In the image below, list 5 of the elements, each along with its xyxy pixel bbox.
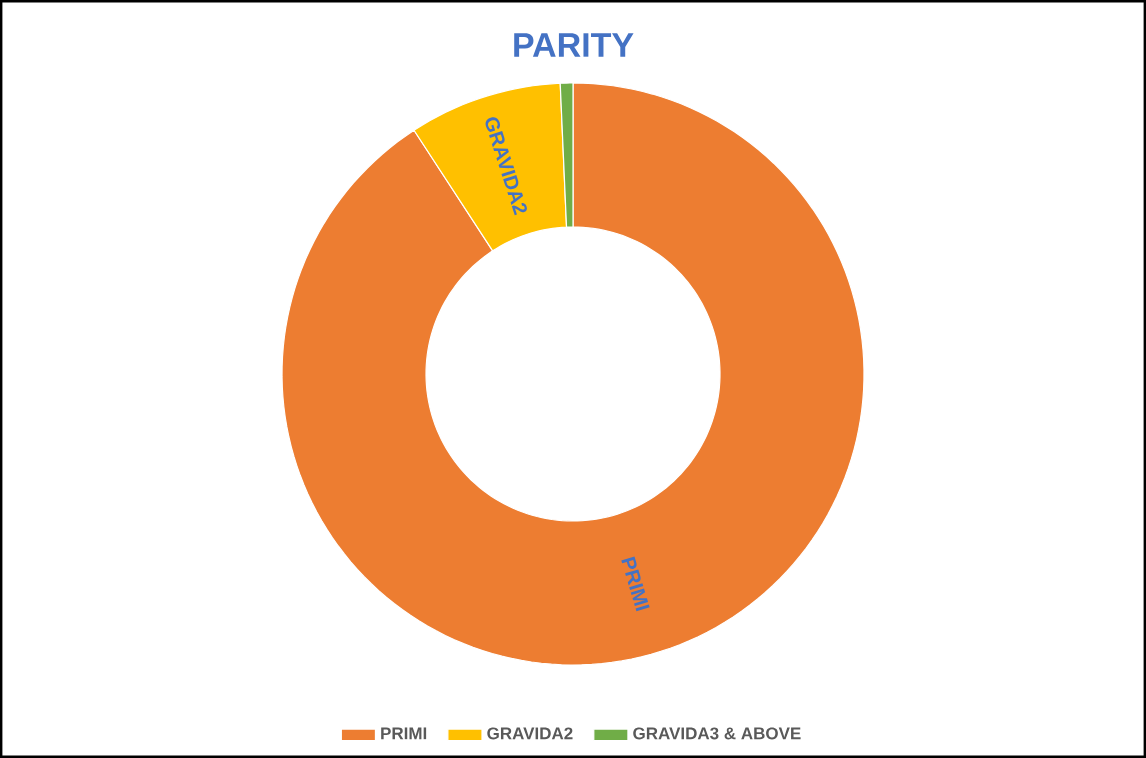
legend-label: GRAVIDA3 & ABOVE	[633, 727, 801, 740]
slice-label: PRIMI	[621, 556, 650, 612]
legend-label: GRAVIDA2	[487, 727, 573, 740]
legend-label: PRIMI	[381, 727, 427, 740]
chart-title: PARITY	[514, 33, 634, 57]
